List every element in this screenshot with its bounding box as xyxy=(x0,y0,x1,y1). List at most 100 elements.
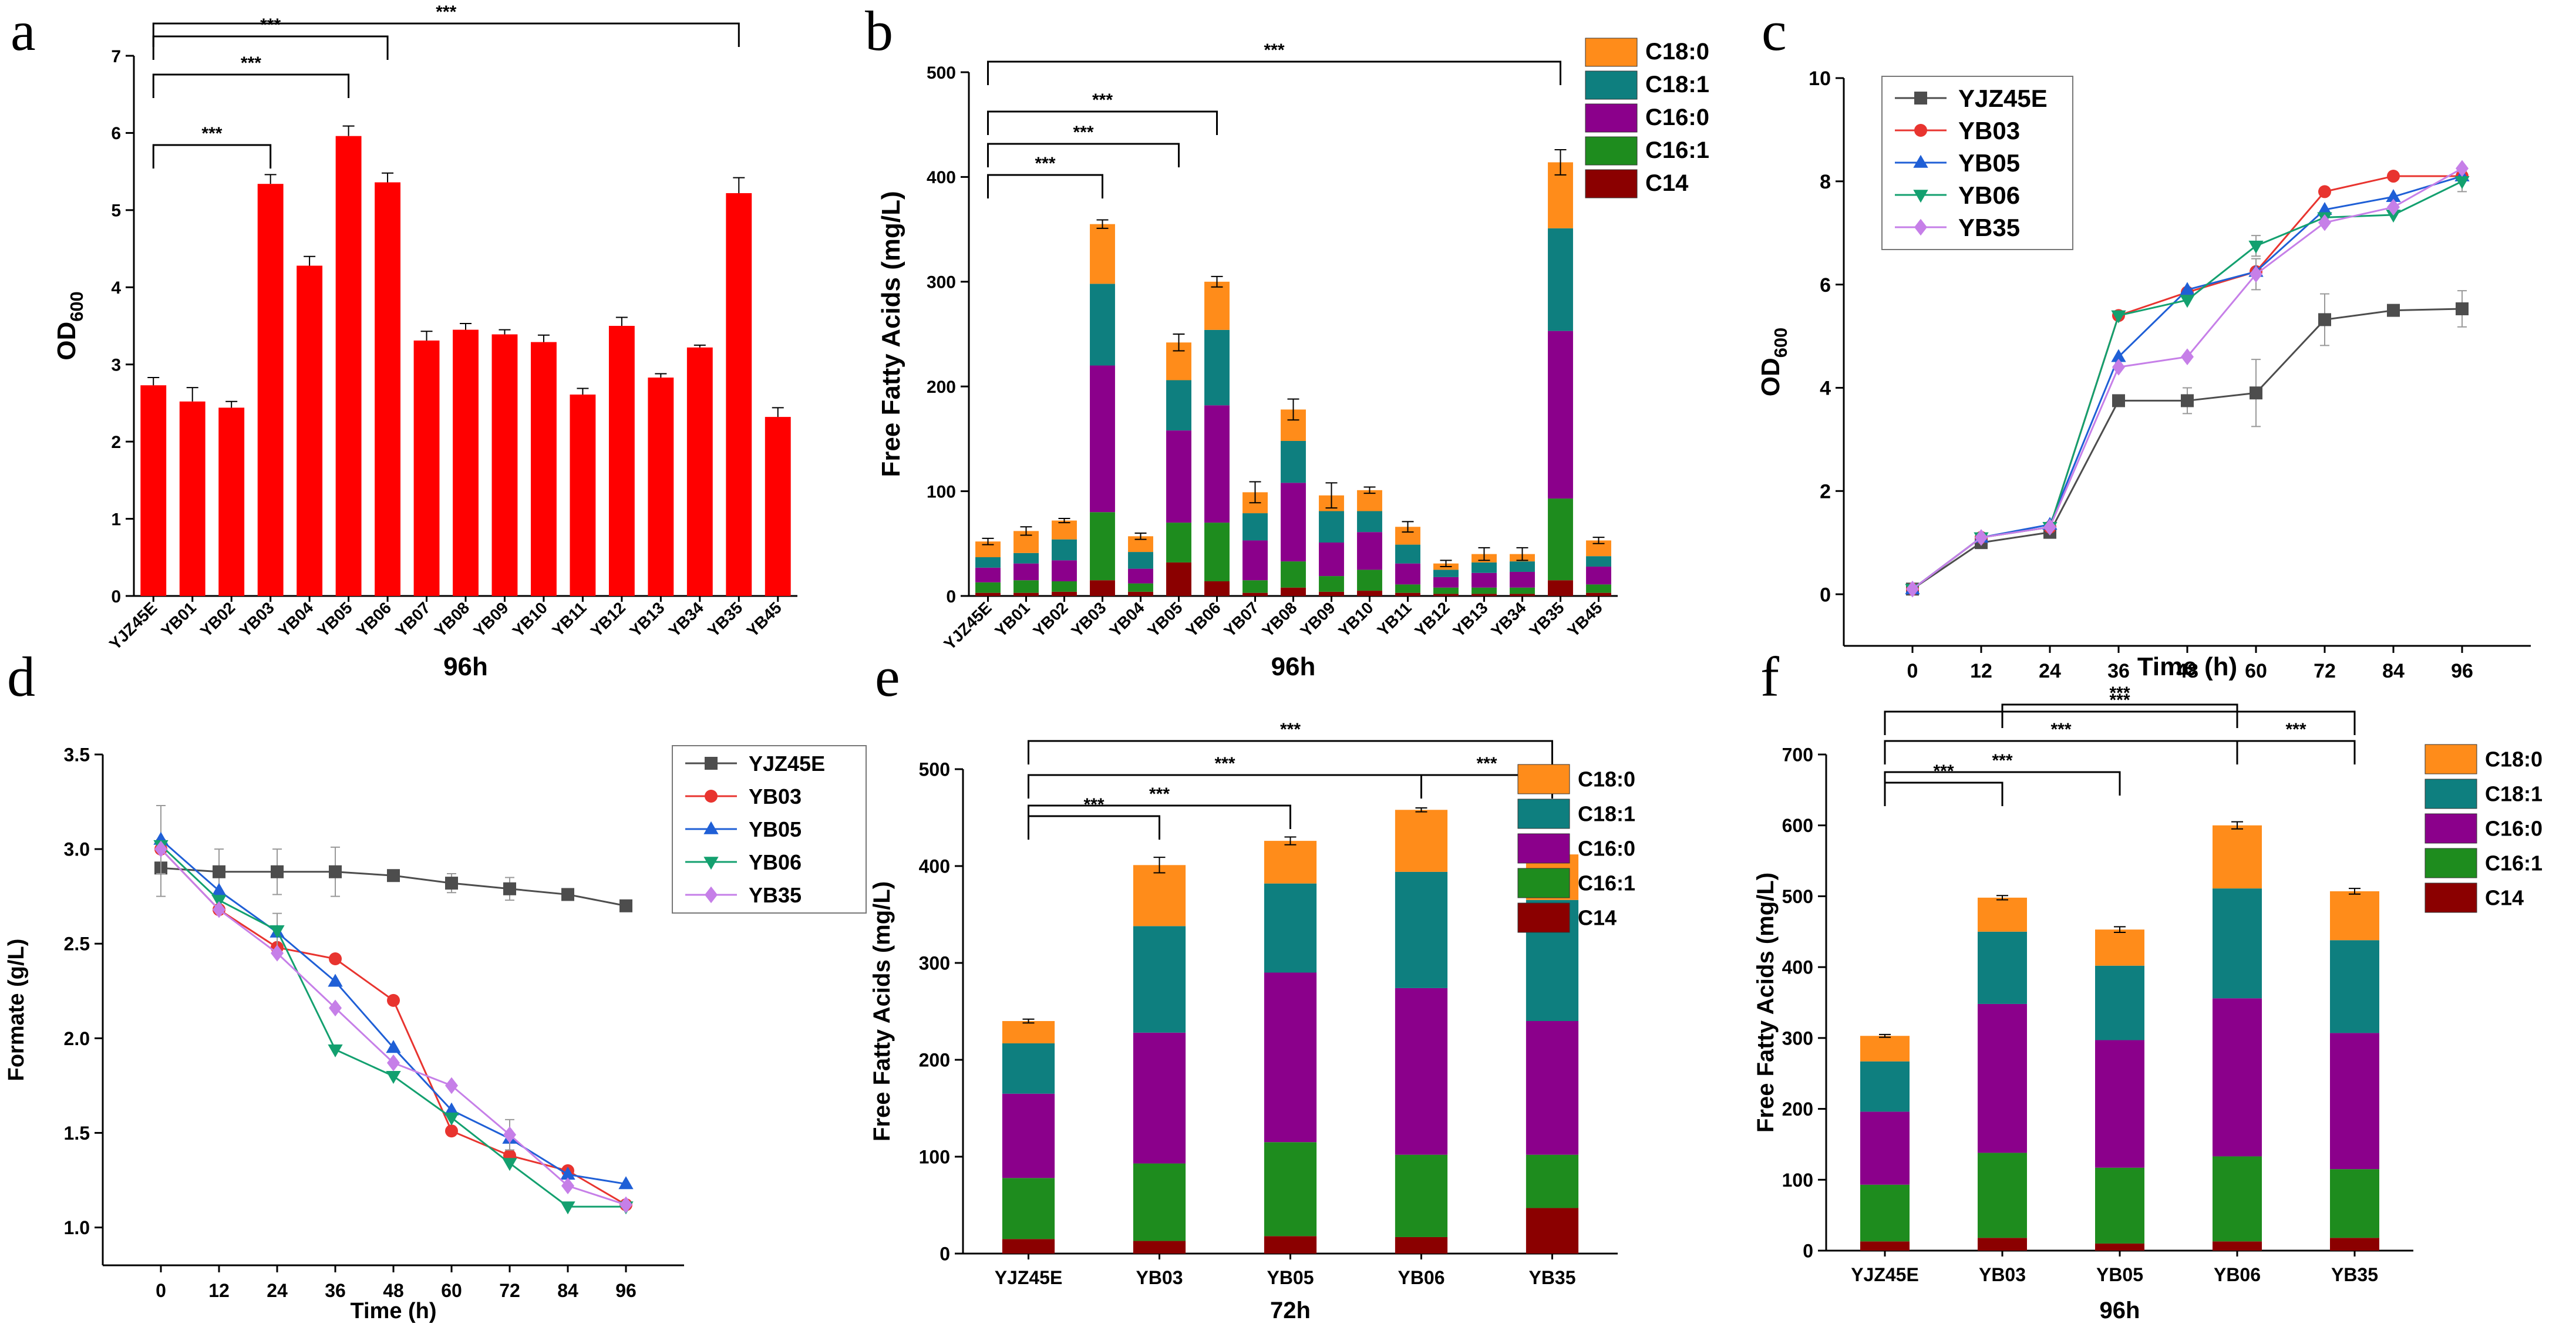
bar-segment xyxy=(1090,224,1115,284)
y-tick-label: 400 xyxy=(1782,957,1813,978)
y-tick-label: 100 xyxy=(919,1147,950,1168)
x-tick-label: YB02 xyxy=(1029,598,1071,640)
bar xyxy=(297,265,323,596)
bar-segment xyxy=(1002,1093,1055,1178)
error-bar xyxy=(537,334,550,342)
series-yjz45e xyxy=(154,839,632,912)
y-axis-title: Free Fatty Acids (mg/L) xyxy=(877,191,905,477)
legend-swatch xyxy=(1585,38,1638,67)
legend-swatch xyxy=(2425,779,2477,809)
series-yb35 xyxy=(154,840,632,1214)
x-tick-label: YB10 xyxy=(1335,598,1376,640)
legend-swatch xyxy=(1517,868,1570,898)
marker-circle xyxy=(2387,170,2400,183)
bar-segment xyxy=(1013,553,1039,564)
legend-label: YB06 xyxy=(1958,181,2020,209)
bracket-line xyxy=(152,73,350,98)
bar-segment xyxy=(1242,513,1268,541)
bar-segment xyxy=(975,567,1001,582)
marker-square xyxy=(2318,313,2331,326)
bar-segment xyxy=(1357,532,1382,570)
significance-label: *** xyxy=(1092,90,1113,110)
bar-segment xyxy=(2095,1243,2144,1251)
bar-segment xyxy=(1319,543,1344,577)
y-tick-label: 0 xyxy=(946,587,956,607)
bar-stack xyxy=(1242,481,1268,596)
x-tick-label: YB09 xyxy=(470,598,511,640)
bar-segment xyxy=(1281,587,1306,596)
bar-segment xyxy=(1319,511,1344,543)
error-bar xyxy=(1363,486,1376,494)
marker-square xyxy=(2387,304,2400,317)
x-tick-label: YB34 xyxy=(665,598,708,641)
bar-segment xyxy=(1395,544,1420,564)
y-tick-label: 300 xyxy=(927,273,956,292)
bar-segment xyxy=(1510,587,1535,594)
x-tick-label: YB05 xyxy=(314,598,355,640)
significance-bracket: *** xyxy=(1884,690,2356,735)
bar xyxy=(218,407,245,596)
bar-segment xyxy=(1978,931,2027,1004)
marker-diamond xyxy=(445,1077,458,1094)
x-axis-title: 96h xyxy=(443,652,488,681)
bracket-line xyxy=(1884,710,2356,735)
x-tick-label: YB03 xyxy=(235,598,277,640)
marker-circle xyxy=(387,993,400,1007)
bar-stack xyxy=(1013,526,1039,596)
bar-segment xyxy=(1471,594,1497,596)
bar-segment xyxy=(1548,228,1573,331)
marker-circle xyxy=(329,952,342,965)
significance-label: *** xyxy=(1476,754,1497,773)
bar-segment xyxy=(2330,1238,2379,1251)
legend-label: YB35 xyxy=(749,883,802,907)
error-bar xyxy=(577,388,589,395)
error-bar xyxy=(655,373,667,378)
error-bar xyxy=(2349,888,2361,895)
legend: C18:0 C18:1 C16:0 C16:1 C14 xyxy=(1517,764,1635,933)
bar-segment xyxy=(1264,1142,1317,1237)
bar xyxy=(335,136,362,596)
bracket-line xyxy=(1884,781,2003,806)
bar-segment xyxy=(1013,592,1039,596)
x-tick-label: 24 xyxy=(2039,660,2061,682)
marker-triangle-down xyxy=(270,925,285,938)
x-tick-label: YB13 xyxy=(626,598,668,640)
legend-swatch xyxy=(1517,799,1570,829)
legend-label: YB03 xyxy=(749,784,802,809)
marker-diamond xyxy=(387,1054,400,1072)
significance-bracket: *** xyxy=(152,15,389,60)
bar-segment xyxy=(1133,926,1186,1033)
bar-stack xyxy=(1319,482,1344,596)
bar-segment xyxy=(1433,570,1459,577)
bar-stack xyxy=(1433,560,1459,596)
bar xyxy=(648,378,674,596)
marker-square xyxy=(2112,394,2125,407)
significance-bracket: *** xyxy=(152,124,272,169)
marker-triangle-down xyxy=(328,1044,343,1057)
marker-triangle-down xyxy=(444,1112,459,1126)
significance-bracket: *** xyxy=(2001,683,2238,728)
error-bar xyxy=(1440,560,1452,568)
marker-triangle xyxy=(328,973,343,987)
bar-segment xyxy=(1281,440,1306,483)
series-yjz45e xyxy=(1906,290,2469,596)
bar-segment xyxy=(1860,1241,1910,1251)
y-axis-title: Formate (g/L) xyxy=(4,939,29,1082)
marker-diamond xyxy=(561,1177,574,1194)
y-tick-label: 500 xyxy=(927,63,956,83)
marker-triangle-down xyxy=(2454,176,2470,190)
significance-bracket: *** xyxy=(987,154,1103,198)
bar-segment xyxy=(1090,580,1115,596)
error-bar xyxy=(1996,895,2008,901)
y-tick-label: 10 xyxy=(1809,68,1831,90)
marker-circle xyxy=(445,1124,458,1138)
y-axis-title-subscript: 600 xyxy=(1770,328,1791,358)
x-tick-label: YB45 xyxy=(743,598,785,640)
bar-segment xyxy=(1978,1238,2027,1251)
bracket-line xyxy=(1028,740,1553,764)
y-tick-label: 200 xyxy=(1782,1099,1813,1120)
bar-segment xyxy=(1264,841,1317,884)
bar-segment xyxy=(1166,562,1191,596)
bar xyxy=(140,385,167,596)
marker-square xyxy=(445,877,458,890)
